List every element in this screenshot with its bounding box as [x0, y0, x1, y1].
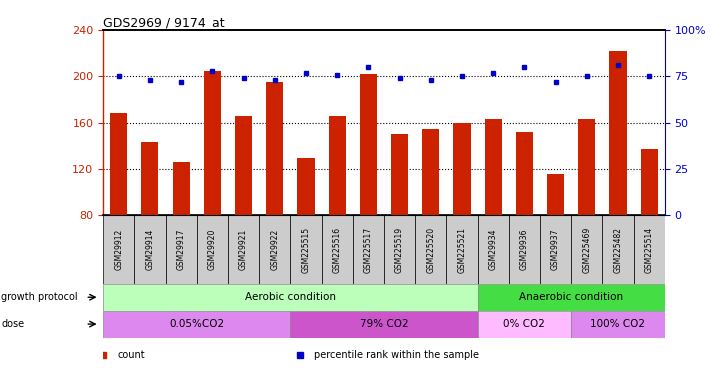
- Bar: [197, 216, 228, 284]
- Text: GSM225520: GSM225520: [427, 226, 435, 273]
- Text: GSM225521: GSM225521: [457, 226, 466, 273]
- Bar: [478, 284, 665, 310]
- Bar: [571, 310, 665, 338]
- Text: dose: dose: [1, 319, 25, 329]
- Bar: [515, 132, 533, 216]
- Text: GSM29934: GSM29934: [488, 229, 498, 270]
- Bar: [290, 310, 478, 338]
- Text: 100% CO2: 100% CO2: [590, 319, 646, 329]
- Bar: [228, 216, 259, 284]
- Bar: [609, 51, 626, 216]
- Text: GSM29921: GSM29921: [239, 229, 248, 270]
- Text: 0% CO2: 0% CO2: [503, 319, 545, 329]
- Bar: [478, 216, 509, 284]
- Bar: [447, 216, 478, 284]
- Text: GSM29936: GSM29936: [520, 229, 529, 270]
- Text: GSM225482: GSM225482: [614, 226, 622, 273]
- Bar: [547, 174, 564, 216]
- Text: GSM225516: GSM225516: [333, 226, 341, 273]
- Bar: [141, 142, 159, 216]
- Bar: [173, 162, 190, 216]
- Bar: [103, 310, 290, 338]
- Bar: [204, 70, 221, 216]
- Text: count: count: [117, 350, 145, 360]
- Bar: [478, 310, 571, 338]
- Text: GSM225519: GSM225519: [395, 226, 404, 273]
- Bar: [166, 216, 197, 284]
- Bar: [259, 216, 290, 284]
- Text: GDS2969 / 9174_at: GDS2969 / 9174_at: [103, 16, 225, 29]
- Bar: [509, 216, 540, 284]
- Text: GSM29922: GSM29922: [270, 229, 279, 270]
- Bar: [360, 74, 377, 216]
- Text: 0.05%CO2: 0.05%CO2: [169, 319, 224, 329]
- Bar: [103, 284, 478, 310]
- Bar: [634, 216, 665, 284]
- Bar: [353, 216, 384, 284]
- Bar: [103, 216, 134, 284]
- Text: GSM225517: GSM225517: [364, 226, 373, 273]
- Text: GSM225515: GSM225515: [301, 226, 311, 273]
- Text: growth protocol: growth protocol: [1, 292, 78, 302]
- Text: GSM29937: GSM29937: [551, 229, 560, 270]
- Bar: [110, 114, 127, 216]
- Bar: [578, 119, 595, 216]
- Bar: [422, 129, 439, 216]
- Bar: [485, 119, 502, 216]
- Text: GSM29917: GSM29917: [176, 229, 186, 270]
- Text: GSM29920: GSM29920: [208, 229, 217, 270]
- Bar: [415, 216, 447, 284]
- Bar: [384, 216, 415, 284]
- Text: 79% CO2: 79% CO2: [360, 319, 408, 329]
- Bar: [540, 216, 571, 284]
- Bar: [235, 116, 252, 216]
- Bar: [134, 216, 166, 284]
- Text: percentile rank within the sample: percentile rank within the sample: [314, 350, 479, 360]
- Bar: [266, 82, 283, 216]
- Bar: [328, 116, 346, 216]
- Bar: [297, 158, 314, 216]
- Bar: [290, 216, 321, 284]
- Text: GSM29914: GSM29914: [146, 229, 154, 270]
- Bar: [454, 123, 471, 216]
- Bar: [602, 216, 634, 284]
- Text: Aerobic condition: Aerobic condition: [245, 292, 336, 302]
- Text: GSM29912: GSM29912: [114, 229, 123, 270]
- Bar: [391, 134, 408, 216]
- Bar: [641, 149, 658, 216]
- Bar: [571, 216, 602, 284]
- Text: GSM225514: GSM225514: [645, 226, 653, 273]
- Text: Anaerobic condition: Anaerobic condition: [519, 292, 624, 302]
- Text: GSM225469: GSM225469: [582, 226, 592, 273]
- Bar: [321, 216, 353, 284]
